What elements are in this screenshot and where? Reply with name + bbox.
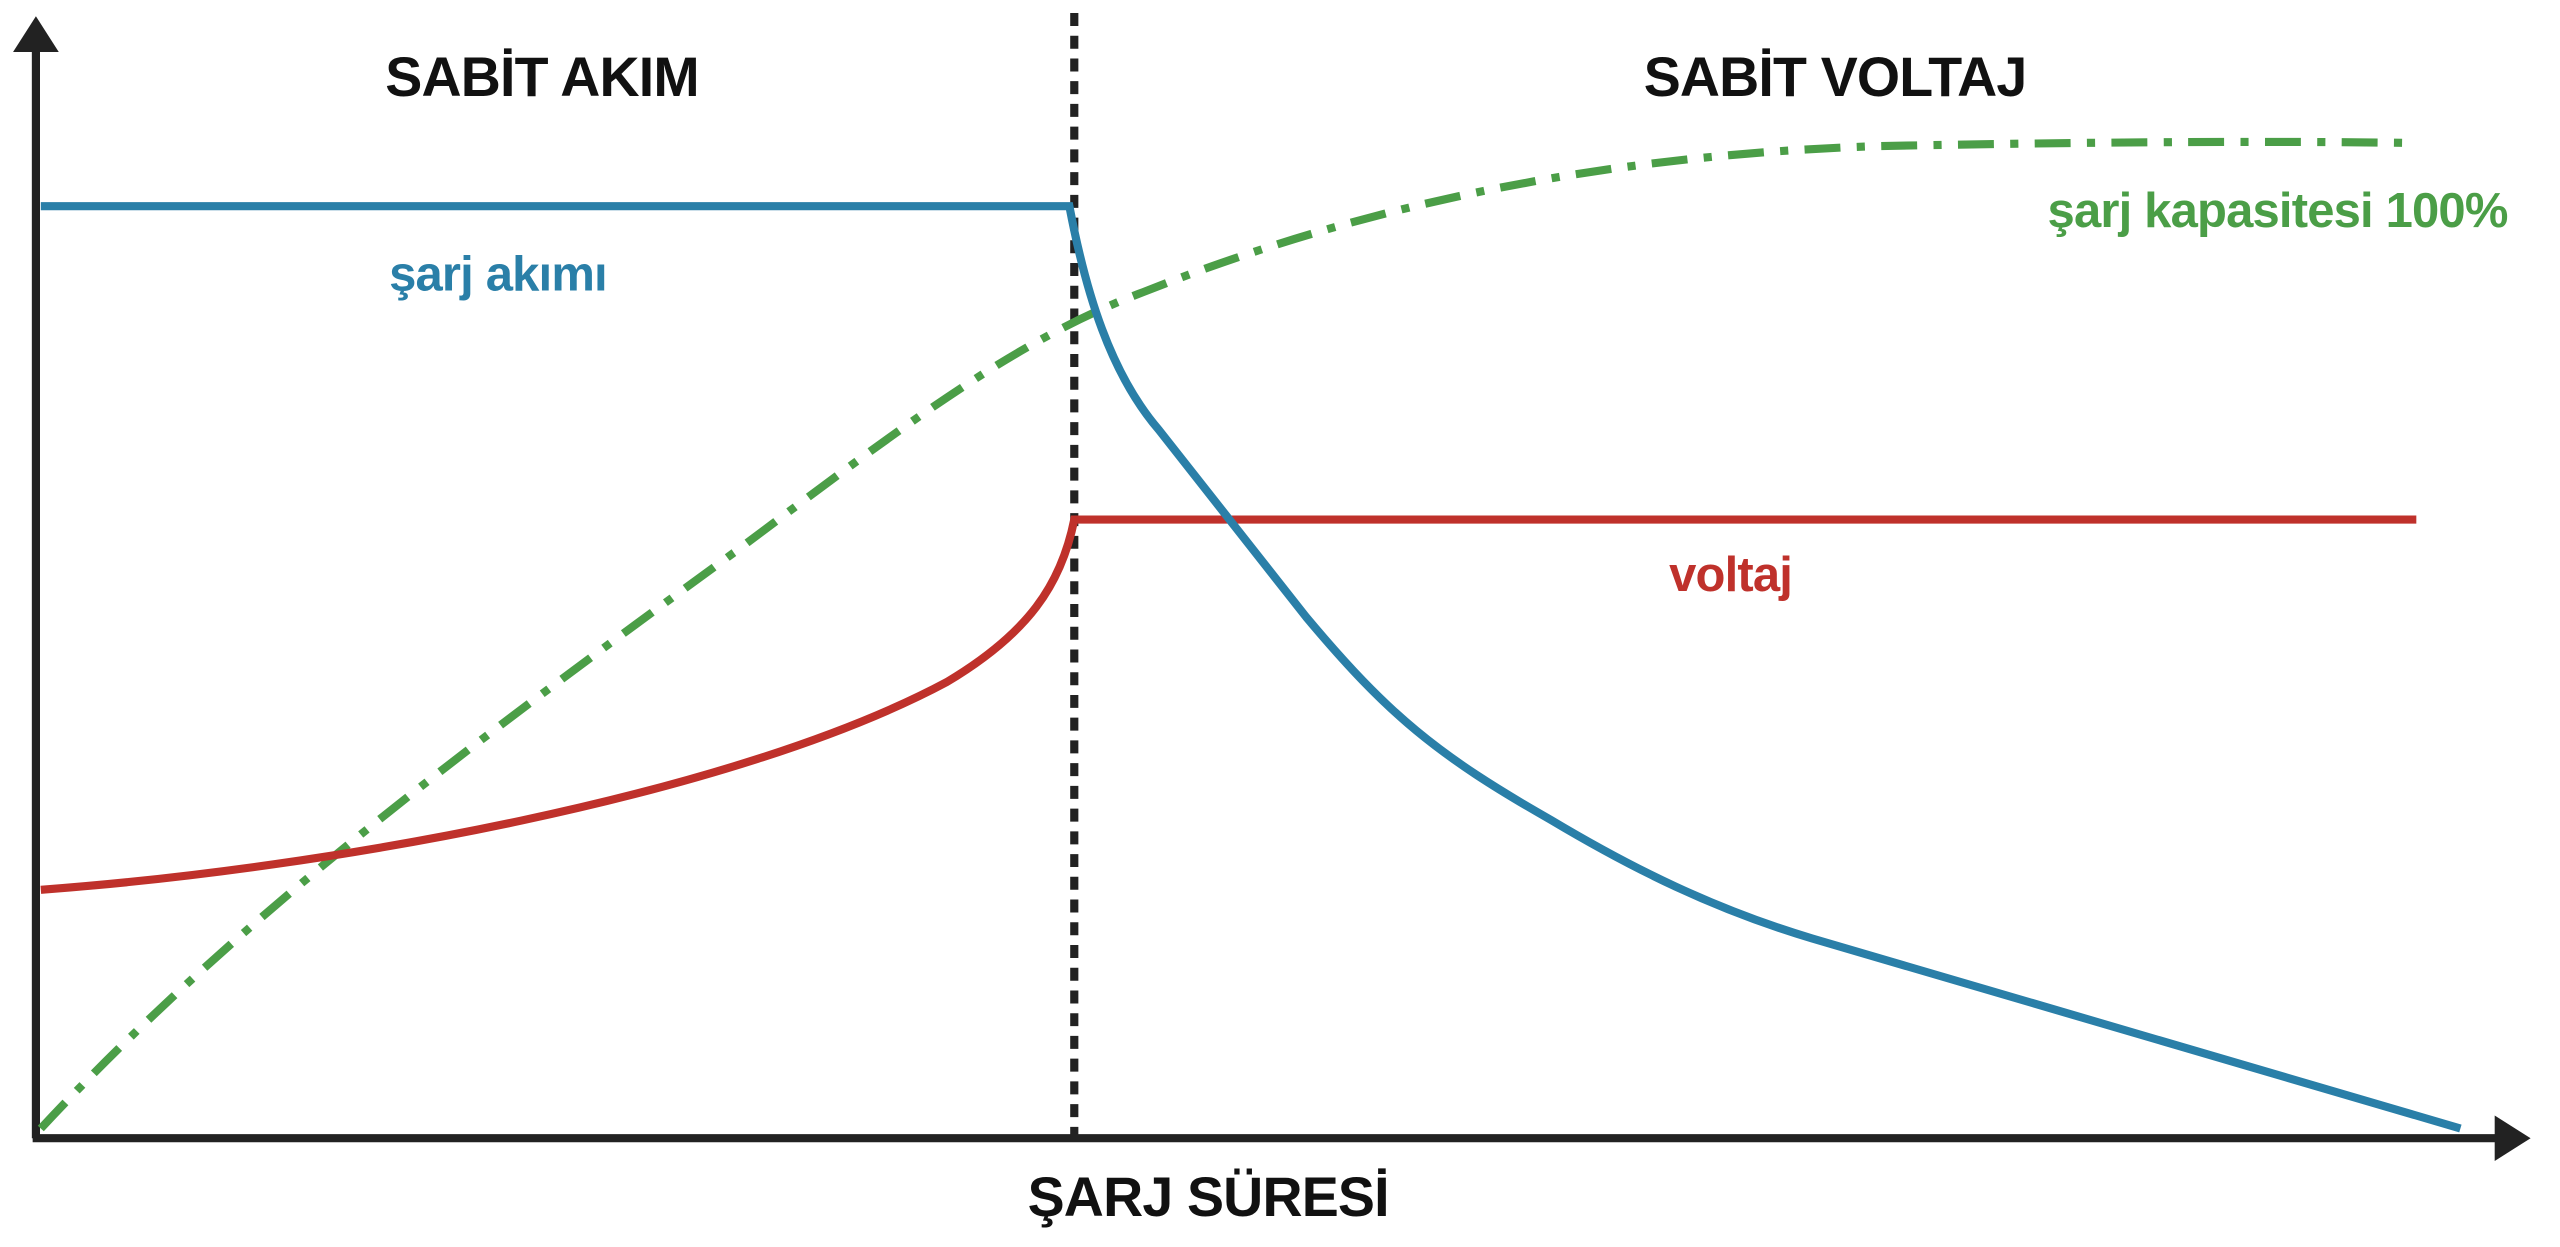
capacity-curve — [37, 137, 2409, 1132]
section-title: SABİT AKIM — [385, 46, 698, 108]
curve-label: şarj kapasitesi 100% — [2048, 184, 2508, 238]
y-axis-arrow — [13, 16, 59, 52]
curve-label: voltaj — [1669, 548, 1792, 602]
voltage-curve — [40, 515, 2417, 894]
current-curve — [40, 202, 2462, 1133]
x-axis-arrow — [2494, 1115, 2531, 1161]
section-title: SABİT VOLTAJ — [1644, 46, 2027, 108]
curve-label: şarj akımı — [389, 248, 607, 302]
x-axis-label: ŞARJ SÜRESİ — [1028, 1166, 1389, 1228]
